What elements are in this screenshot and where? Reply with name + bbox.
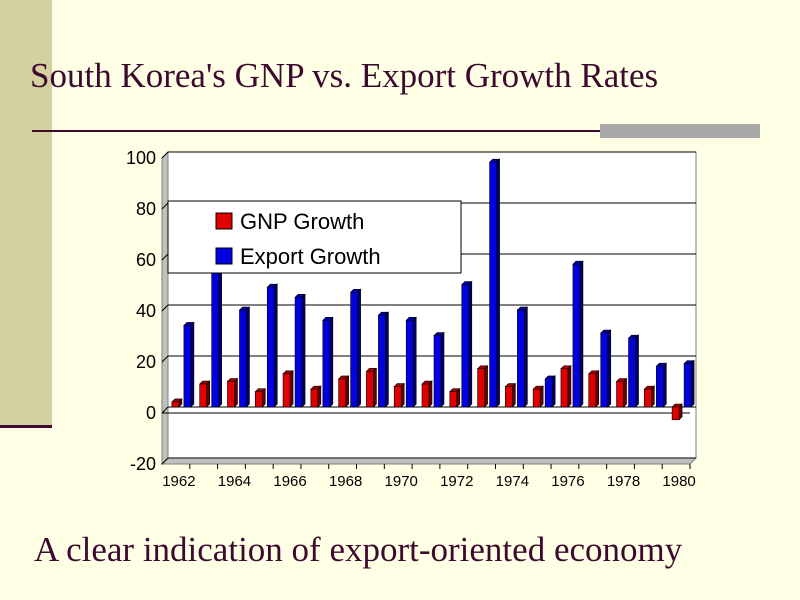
y-tick-label: 40 [136,301,156,321]
x-tick-label: 1974 [496,473,529,490]
bar-gnp-1977 [588,370,600,408]
gridline-side [161,304,169,312]
bar-export-1962 [183,321,195,408]
bar-export-1975 [544,375,556,408]
bar-export-1964 [238,306,251,408]
bar-export-1980 [683,359,695,408]
bar-gnp-1965 [254,387,266,408]
y-tick-label: 100 [126,148,156,168]
x-tick-label: 1980 [662,473,695,490]
y-tick-label: -20 [130,454,156,474]
bar-gnp-1979 [643,385,656,408]
legend-swatch [215,212,233,230]
x-tick-label: 1962 [162,473,195,490]
bar-export-1966 [294,293,306,408]
bar-export-1977 [600,329,612,408]
legend-label: Export Growth [240,244,381,269]
bar-gnp-1967 [310,385,322,408]
bar-export-1979 [655,362,668,408]
bar-export-1976 [572,260,584,408]
bar-gnp-1971 [421,380,433,408]
x-tick-label: 1966 [273,473,306,490]
bar-export-1970 [405,316,417,408]
x-tick-label: 1964 [218,473,251,490]
legend-swatch [215,247,233,265]
bar-export-1971 [433,331,445,408]
x-tick-label: 1978 [607,473,640,490]
legend-label: GNP Growth [240,209,364,234]
plot-area: -20 0 20 40 60 80 100 1962 1964 1966 1968 1970 1972 1… [126,148,698,490]
bar-gnp-1978 [615,377,628,408]
bar-export-1967 [322,316,334,408]
bar-export-1972 [461,280,473,408]
x-tick-label: 1976 [551,473,584,490]
decorative-side-rule [0,425,52,428]
bar-export-1968 [349,288,362,408]
gridline-side [161,151,169,159]
bar-gnp-1968 [337,375,350,408]
bar-gnp-1962 [171,398,183,408]
bar-gnp-1966 [282,370,294,408]
bar-gnp-1969 [365,367,378,408]
title-underline [32,130,760,132]
gridline-side [161,457,169,465]
bar-gnp-1964 [226,377,239,408]
chart-legend: GNP Growth Export Growth [167,200,462,274]
x-tick-label: 1972 [440,473,473,490]
y-tick-label: 20 [136,352,156,372]
bar-gnp-1980 [671,403,683,421]
plot-floor [160,457,698,465]
y-tick-label: 80 [136,199,156,219]
title-underline-accent [600,124,760,138]
bar-gnp-1963 [198,380,211,408]
bar-gnp-1974 [504,382,517,408]
y-tick-label: 60 [136,250,156,270]
bar-gnp-1973 [476,365,489,408]
decorative-side-band [0,0,52,426]
bar-export-1978 [627,334,640,408]
bar-export-1974 [516,306,529,408]
y-tick-label: 0 [146,403,156,423]
bar-export-1969 [377,311,390,408]
bar-export-1973 [488,158,501,408]
bar-export-1965 [266,283,278,408]
x-tick-label: 1968 [329,473,362,490]
bar-gnp-1970 [393,382,405,408]
bar-gnp-1975 [532,385,544,408]
slide-title: South Korea's GNP vs. Export Growth Rate… [30,56,659,95]
slide-caption: A clear indication of export-oriented ec… [34,530,683,569]
gridline-side [161,253,169,261]
bar-export-1963 [210,257,223,408]
gridline-side [161,355,169,363]
bar-gnp-1972 [449,387,461,408]
gridline-side [161,406,169,414]
gridline-side [161,202,169,210]
x-tick-label: 1970 [385,473,418,490]
bar-gnp-1976 [560,365,572,408]
